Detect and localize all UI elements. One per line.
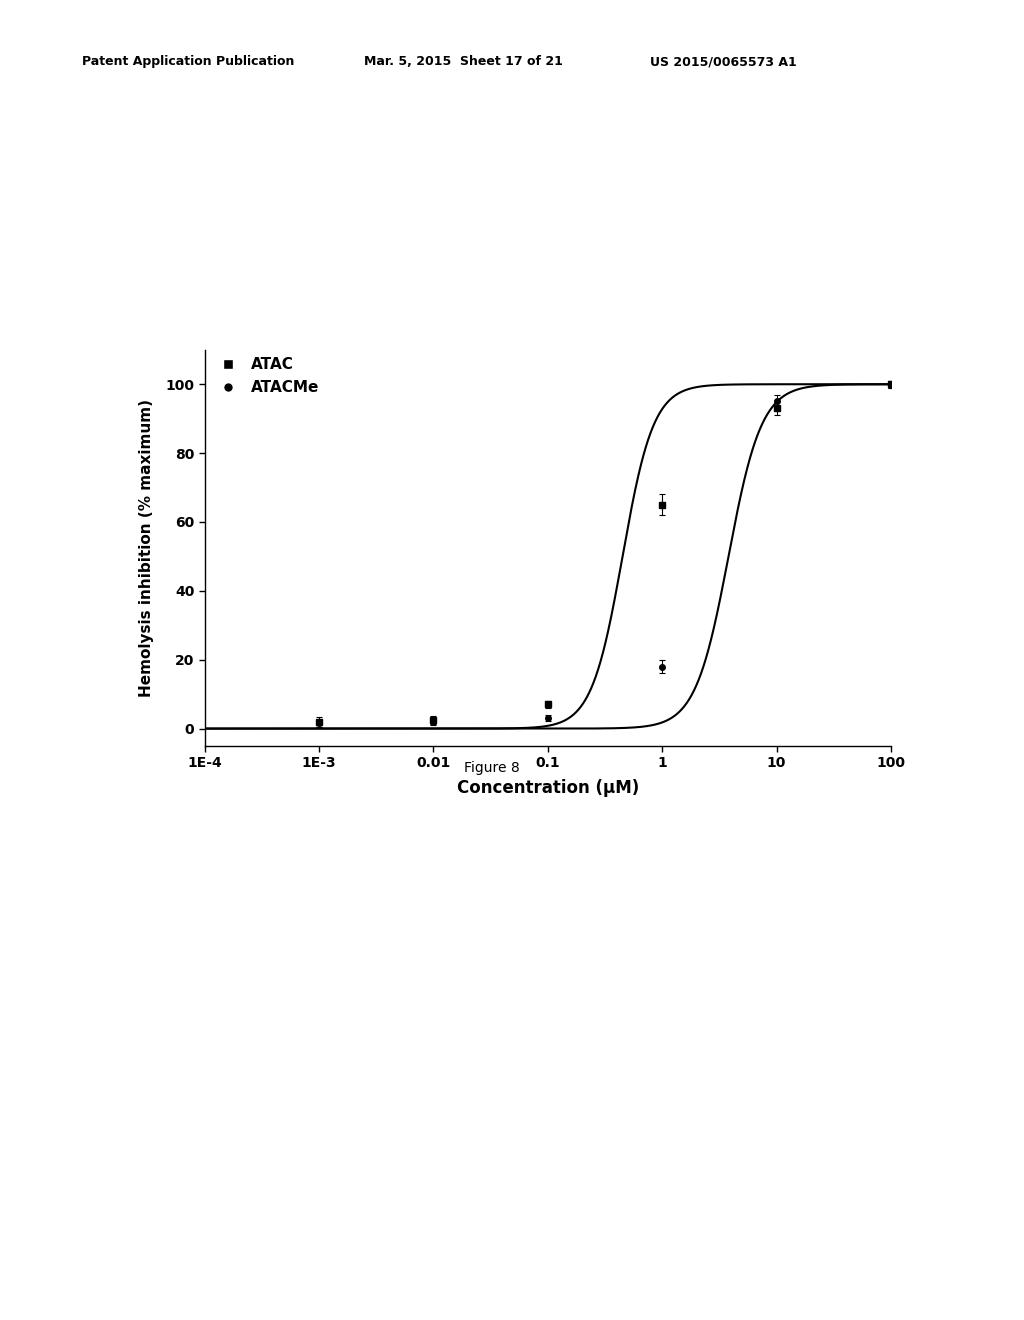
Y-axis label: Hemolysis inhibition (% maximum): Hemolysis inhibition (% maximum) [139,399,155,697]
Text: Mar. 5, 2015  Sheet 17 of 21: Mar. 5, 2015 Sheet 17 of 21 [364,55,562,69]
Legend: ATAC, ATACMe: ATAC, ATACMe [212,358,319,395]
Text: Figure 8: Figure 8 [464,762,519,775]
X-axis label: Concentration (μM): Concentration (μM) [457,779,639,796]
Text: US 2015/0065573 A1: US 2015/0065573 A1 [650,55,797,69]
Text: Patent Application Publication: Patent Application Publication [82,55,294,69]
